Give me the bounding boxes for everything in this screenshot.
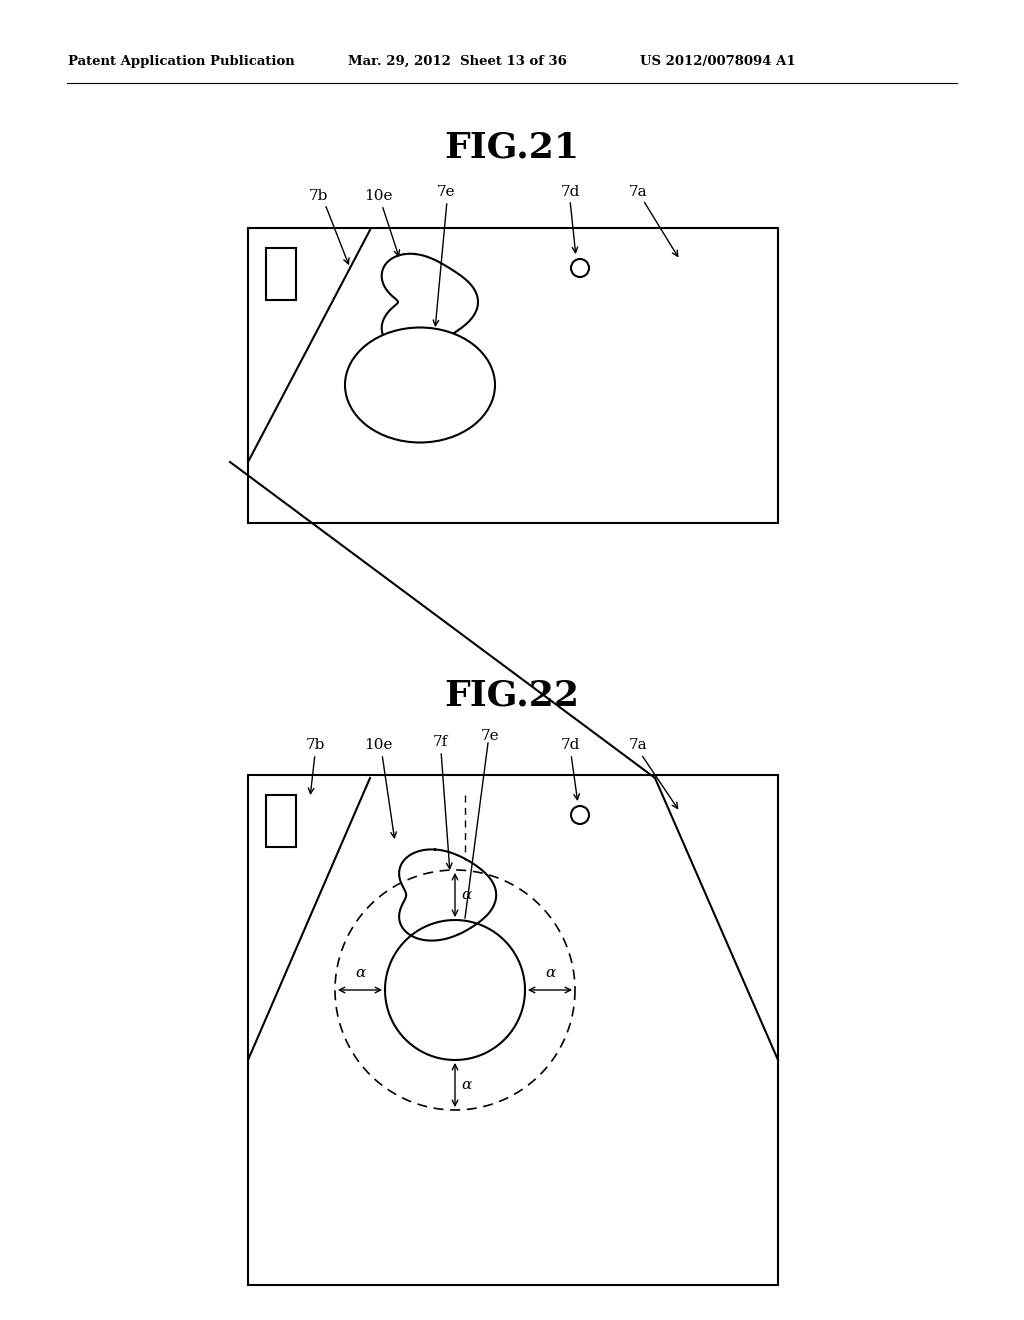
Circle shape	[571, 807, 589, 824]
Text: FIG.21: FIG.21	[444, 131, 580, 165]
Text: Patent Application Publication: Patent Application Publication	[68, 55, 295, 69]
Text: α: α	[545, 966, 555, 979]
Text: 7a: 7a	[629, 738, 647, 752]
Text: α: α	[355, 966, 366, 979]
Text: 7d: 7d	[560, 185, 580, 199]
Circle shape	[571, 259, 589, 277]
Text: α: α	[461, 1078, 471, 1092]
Text: US 2012/0078094 A1: US 2012/0078094 A1	[640, 55, 796, 69]
Text: 7d: 7d	[560, 738, 580, 752]
Text: 10e: 10e	[364, 738, 392, 752]
Bar	[248, 775, 778, 1284]
Text: 7b: 7b	[308, 189, 328, 203]
Text: 7e: 7e	[480, 729, 500, 743]
Text: 7f: 7f	[432, 735, 447, 748]
Text: 7b: 7b	[305, 738, 325, 752]
Ellipse shape	[345, 327, 495, 442]
Text: 7a: 7a	[629, 185, 647, 199]
Bar	[266, 795, 296, 847]
Text: FIG.22: FIG.22	[444, 678, 580, 713]
Bar	[266, 248, 296, 300]
Text: α: α	[461, 888, 471, 902]
Bar	[248, 228, 778, 523]
Text: 10e: 10e	[364, 189, 392, 203]
Text: 7e: 7e	[436, 185, 456, 199]
Text: Mar. 29, 2012  Sheet 13 of 36: Mar. 29, 2012 Sheet 13 of 36	[348, 55, 567, 69]
